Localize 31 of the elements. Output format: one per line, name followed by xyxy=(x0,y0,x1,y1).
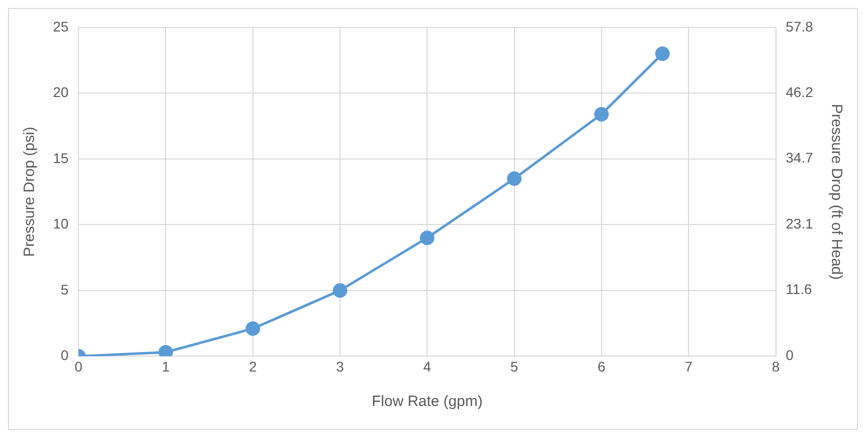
x-tick-label: 0 xyxy=(74,358,83,374)
y2-axis-title: Pressure Drop (ft of Head) xyxy=(828,104,845,280)
y-tick-label: 10 xyxy=(52,216,69,232)
y-tick-label: 25 xyxy=(52,18,69,34)
point xyxy=(332,283,348,298)
y-tick-label: 15 xyxy=(52,150,69,166)
x-tick-label: 8 xyxy=(772,358,780,374)
y2-tick-label: 46.2 xyxy=(786,84,814,100)
x-axis-title: Flow Rate (gpm) xyxy=(372,393,483,410)
y2-tick-label: 23.1 xyxy=(786,216,814,232)
x-tick-label: 2 xyxy=(248,358,257,374)
y2-tick-label: 11.6 xyxy=(786,281,812,298)
y-tick-label: 0 xyxy=(60,347,69,364)
point xyxy=(655,46,670,61)
y2-tick-label: 57.8 xyxy=(786,18,814,34)
x-tick-label: 3 xyxy=(336,358,344,374)
point xyxy=(507,171,522,186)
y-axis-title: Pressure Drop (psi) xyxy=(21,126,38,257)
x-tick-label: 6 xyxy=(598,358,606,374)
x-tick-label: 5 xyxy=(510,358,518,374)
x-tick-label: 1 xyxy=(162,358,170,374)
point xyxy=(420,230,434,246)
y2-tick-label: 34.7 xyxy=(786,150,814,166)
point xyxy=(594,106,609,122)
point xyxy=(158,345,173,356)
y-tick-label: 20 xyxy=(52,84,69,100)
x-tick-label: 7 xyxy=(684,358,693,374)
point xyxy=(246,321,260,336)
y-tick-label: 5 xyxy=(60,281,69,298)
y2-tick-label: 0 xyxy=(786,347,794,364)
x-tick-label: 4 xyxy=(423,358,432,374)
